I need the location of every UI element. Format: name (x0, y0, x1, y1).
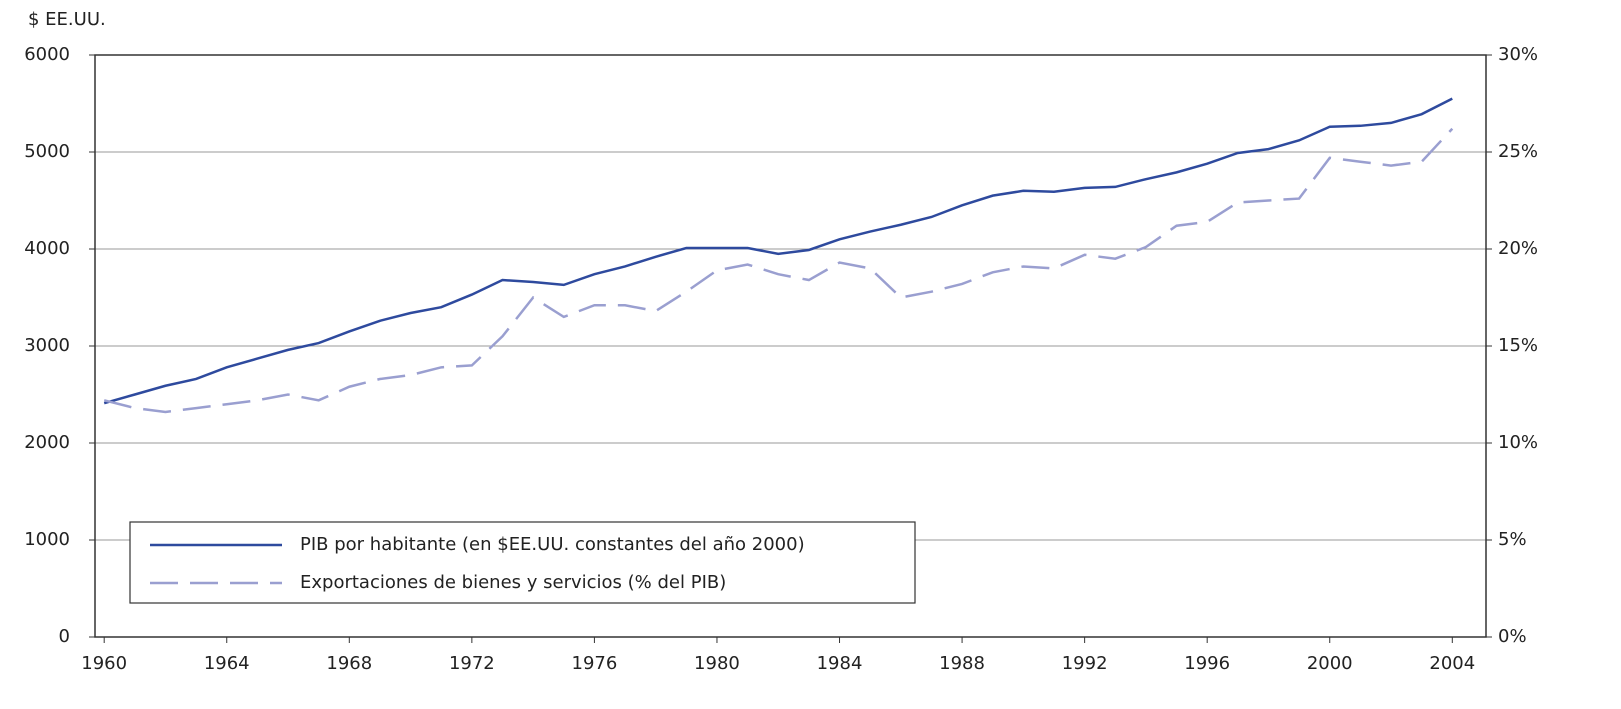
x-tick-label: 2004 (1429, 653, 1475, 674)
y2-tick-label: 0% (1498, 626, 1527, 647)
y2-tick-label: 25% (1498, 141, 1538, 162)
series-line (103, 97, 1453, 405)
legend-label: PIB por habitante (en $EE.UU. constantes… (300, 534, 805, 555)
x-tick-label: 1980 (694, 653, 740, 674)
legend-box (129, 521, 916, 604)
x-tick-label: 1976 (572, 653, 618, 674)
y-tick-label: 6000 (24, 44, 70, 65)
x-tick-label: 2000 (1307, 653, 1353, 674)
x-tick-label: 1960 (81, 653, 127, 674)
y2-tick-label: 5% (1498, 529, 1527, 550)
plot-frame (94, 54, 1487, 638)
legend: PIB por habitante (en $EE.UU. constantes… (129, 521, 916, 604)
y-tick-label: 2000 (24, 432, 70, 453)
y2-tick-label: 30% (1498, 44, 1538, 65)
x-tick-label: 1988 (939, 653, 985, 674)
y-tick-label: 4000 (24, 238, 70, 259)
y-tick-label: 3000 (24, 335, 70, 356)
y-tick-label: 0 (59, 626, 70, 647)
y-tick-label: 5000 (24, 141, 70, 162)
y2-tick-label: 15% (1498, 335, 1538, 356)
y2-tick-label: 20% (1498, 238, 1538, 259)
x-tick-label: 1996 (1184, 653, 1230, 674)
legend-label: Exportaciones de bienes y servicios (% d… (300, 572, 726, 593)
y-axis-label: $ EE.UU. (28, 9, 106, 30)
series-line (103, 127, 1454, 414)
x-tick-label: 1984 (817, 653, 863, 674)
y2-tick-label: 10% (1498, 432, 1538, 453)
x-tick-label: 1972 (449, 653, 495, 674)
x-tick-label: 1964 (204, 653, 250, 674)
x-tick-label: 1992 (1062, 653, 1108, 674)
x-tick-label: 1968 (326, 653, 372, 674)
y-tick-label: 1000 (24, 529, 70, 550)
